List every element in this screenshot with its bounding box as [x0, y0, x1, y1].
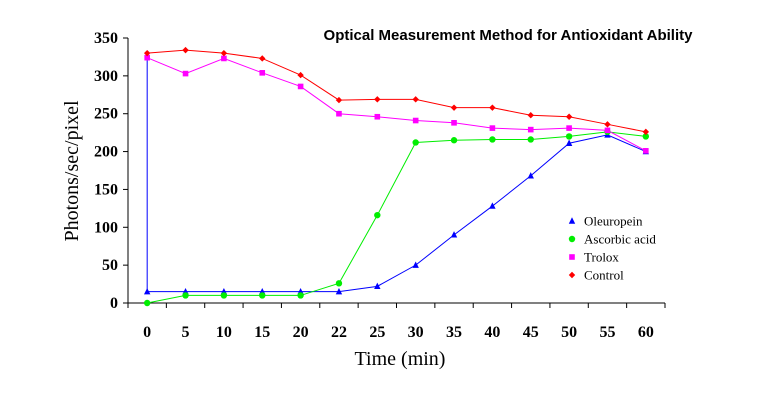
- data-point-trolox: [566, 125, 572, 131]
- y-axis-label: Photons/sec/pixel: [61, 100, 83, 242]
- data-point-control: [182, 46, 189, 54]
- data-point-control: [259, 55, 266, 62]
- series-line-oleuropein: [146, 57, 647, 293]
- data-point-ascorbic-acid: [220, 292, 228, 299]
- legend-label-trolox: Trolox: [584, 250, 619, 265]
- data-point-trolox: [221, 55, 227, 62]
- data-point-trolox: [182, 70, 189, 77]
- data-point-oleuropein: [565, 139, 573, 146]
- data-point-ascorbic-acid: [297, 292, 304, 299]
- y-tick-label: 0: [110, 295, 118, 312]
- x-tick-label: 20: [293, 324, 309, 341]
- x-tick-label: 10: [216, 324, 232, 341]
- x-tick-label: 35: [446, 324, 462, 341]
- x-tick-label: 25: [369, 324, 385, 341]
- data-point-trolox: [336, 110, 342, 117]
- x-axis-label: Time (min): [355, 348, 446, 370]
- axes: 0 50 100 150 200 250 300 350 0 5 10 15 20 22 25 30 35 40 4…: [94, 30, 666, 341]
- data-point-control: [220, 49, 228, 57]
- data-point-control: [335, 96, 343, 104]
- data-point-ascorbic-acid: [335, 280, 343, 287]
- data-point-ascorbic-acid: [374, 211, 381, 219]
- y-tick-label: 250: [94, 106, 118, 123]
- y-tick-label: 350: [94, 30, 118, 47]
- data-point-oleuropein: [143, 287, 151, 295]
- legend-label-oleuropein: Oleuropein: [584, 214, 643, 229]
- data-point-trolox: [259, 70, 266, 76]
- data-point-oleuropein: [489, 202, 496, 209]
- data-point-control: [489, 104, 496, 111]
- x-tick-label: 15: [254, 324, 270, 341]
- data-point-oleuropein: [374, 282, 381, 290]
- data-point-trolox: [297, 83, 304, 90]
- x-tick-label: 40: [484, 324, 500, 341]
- x-tick-label: 50: [561, 324, 577, 341]
- data-point-ascorbic-acid: [642, 133, 650, 140]
- data-point-control: [412, 96, 419, 103]
- x-tick-label: 30: [408, 324, 424, 341]
- x-tick-label: 0: [143, 324, 151, 341]
- legend-marker-control: [568, 271, 576, 279]
- data-point-control: [642, 128, 650, 136]
- data-point-control: [527, 112, 534, 119]
- data-point-ascorbic-acid: [527, 136, 534, 143]
- data-point-trolox: [643, 148, 649, 154]
- data-point-trolox: [489, 125, 496, 131]
- data-point-trolox: [412, 117, 419, 124]
- data-point-control: [297, 71, 304, 79]
- data-point-control: [143, 49, 151, 57]
- data-point-ascorbic-acid: [565, 133, 573, 140]
- data-point-control: [565, 113, 573, 120]
- y-tick-label: 200: [94, 144, 118, 161]
- legend-label-control: Control: [584, 268, 624, 283]
- data-point-oleuropein: [335, 287, 343, 295]
- data-point-ascorbic-acid: [450, 137, 458, 144]
- data-point-ascorbic-acid: [489, 136, 496, 143]
- data-point-control: [374, 96, 381, 103]
- y-tick-label: 150: [94, 181, 118, 198]
- x-tick-label: 45: [523, 324, 539, 341]
- series-markers: [143, 46, 650, 307]
- data-point-trolox: [144, 54, 150, 61]
- y-tick-label: 50: [102, 257, 118, 274]
- y-tick-label: 100: [94, 219, 118, 236]
- data-point-control: [604, 121, 611, 128]
- data-point-trolox: [451, 120, 457, 126]
- series-line-trolox: [146, 57, 647, 152]
- series-lines: [146, 49, 647, 304]
- data-point-trolox: [604, 127, 611, 134]
- x-tick-label: 60: [638, 324, 654, 341]
- data-point-control: [450, 104, 458, 111]
- x-tick-label: 22: [331, 324, 347, 341]
- legend-marker-trolox: [569, 254, 575, 260]
- data-point-oleuropein: [450, 231, 458, 238]
- data-point-ascorbic-acid: [412, 139, 419, 146]
- x-tick-label: 55: [599, 324, 615, 341]
- data-point-ascorbic-acid: [182, 292, 189, 299]
- x-tick-label: 5: [182, 324, 190, 341]
- data-point-ascorbic-acid: [259, 292, 266, 299]
- legend: Oleuropein Ascorbic acid Trolox Control: [568, 214, 656, 283]
- data-point-trolox: [527, 126, 534, 133]
- legend-marker-oleuropein: [568, 217, 576, 224]
- series-line-control: [147, 49, 646, 133]
- chart-title: Optical Measurement Method for Antioxida…: [324, 27, 694, 44]
- data-point-ascorbic-acid: [143, 299, 151, 307]
- legend-label-ascorbic-acid: Ascorbic acid: [584, 232, 656, 247]
- data-point-oleuropein: [412, 261, 419, 268]
- data-point-oleuropein: [527, 172, 534, 179]
- data-point-trolox: [374, 113, 381, 120]
- y-tick-label: 300: [94, 68, 118, 85]
- series-line-ascorbic-acid: [147, 131, 646, 304]
- legend-marker-ascorbic-acid: [568, 235, 576, 243]
